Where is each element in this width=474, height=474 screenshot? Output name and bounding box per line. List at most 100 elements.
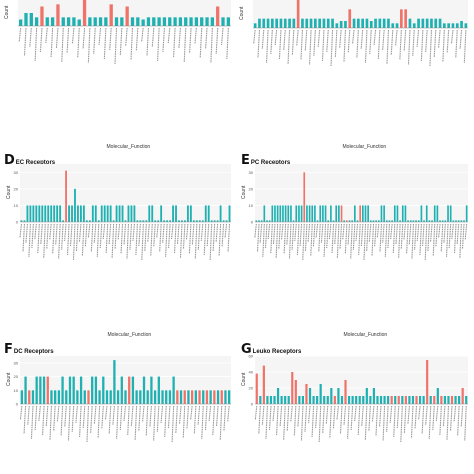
x-tick-label — [156, 223, 159, 239]
bar — [209, 390, 212, 404]
bar — [166, 220, 169, 222]
bar — [343, 220, 346, 222]
bar — [327, 220, 330, 222]
x-tick-label — [414, 405, 418, 430]
x-tick-label — [111, 223, 115, 259]
x-tick-label — [190, 405, 193, 421]
x-tick-label — [445, 223, 449, 258]
bar — [127, 205, 130, 222]
bar — [74, 188, 76, 222]
x-tick-label — [46, 223, 49, 250]
x-tick-label — [369, 29, 372, 55]
bar — [61, 17, 65, 26]
x-tick-label — [428, 405, 432, 440]
bar — [283, 18, 287, 28]
bar — [291, 372, 294, 404]
x-tick-label — [296, 223, 300, 256]
bar — [130, 205, 133, 222]
bar — [298, 396, 301, 404]
y-tick-label: 0 — [16, 220, 19, 225]
x-tick-label — [60, 405, 64, 437]
panel-d: DEC Receptors 0 10 20 30 Count Molecular_Funct… — [0, 150, 237, 340]
x-tick-label — [40, 223, 43, 245]
x-tick-label — [183, 27, 187, 63]
bar — [348, 220, 351, 222]
panel-name: DC Receptors — [13, 349, 54, 355]
x-tick-label — [215, 223, 219, 243]
bar — [292, 18, 296, 28]
bar — [260, 220, 263, 222]
panel-a: Count Molecular_Function — [0, 0, 237, 150]
bar — [271, 205, 274, 222]
bar — [417, 18, 420, 28]
x-tick-label — [304, 223, 308, 252]
panel-e: EPC Receptors 0 10 20 30 Count Molecular_Funct… — [237, 150, 474, 340]
bar — [91, 205, 94, 222]
x-tick-label — [18, 27, 22, 43]
bar — [112, 220, 115, 222]
bar — [423, 220, 425, 222]
x-tick-label — [437, 223, 441, 239]
x-tick-label — [212, 223, 216, 252]
x-tick-label — [197, 405, 201, 426]
x-tick-label — [326, 223, 329, 249]
x-tick-label — [331, 223, 335, 254]
x-tick-label — [286, 223, 289, 246]
bar — [430, 18, 433, 28]
x-tick-label — [135, 27, 139, 52]
bar — [162, 17, 167, 26]
bar — [189, 205, 192, 222]
bar — [157, 17, 161, 26]
bar — [351, 396, 354, 404]
x-tick-label — [424, 223, 428, 261]
x-tick-label — [411, 223, 414, 260]
bar — [426, 360, 429, 404]
bar — [154, 220, 157, 222]
bar — [202, 390, 205, 404]
x-tick-label — [464, 405, 467, 442]
bar — [324, 205, 327, 222]
x-tick-label — [463, 29, 467, 64]
bar — [401, 396, 404, 404]
x-tick-label — [75, 223, 79, 252]
x-tick-label — [52, 223, 55, 255]
x-tick-label — [416, 223, 420, 242]
x-tick-label — [328, 223, 332, 240]
bar — [76, 390, 79, 404]
bar — [77, 205, 79, 222]
x-tick-label — [376, 223, 380, 239]
x-tick-label — [440, 223, 444, 253]
bar — [377, 220, 380, 222]
bar — [305, 18, 309, 28]
x-tick-label — [432, 405, 435, 431]
bar — [421, 18, 425, 28]
x-tick-label — [147, 223, 150, 243]
bar — [417, 220, 420, 222]
bar — [94, 376, 98, 404]
x-tick-label — [116, 405, 119, 440]
x-tick-label — [268, 405, 272, 431]
x-tick-label — [461, 223, 465, 250]
panel-letter: F — [4, 342, 13, 357]
x-tick-label — [61, 223, 64, 251]
x-tick-label — [344, 223, 348, 255]
x-tick-label — [321, 29, 325, 62]
panel-name: PC Receptors — [250, 160, 291, 166]
bar — [178, 220, 180, 222]
bar — [266, 396, 269, 404]
x-tick-label — [167, 27, 171, 44]
x-tick-label — [39, 27, 43, 53]
bar — [408, 396, 411, 404]
x-tick-label — [78, 223, 82, 243]
bar — [26, 205, 29, 222]
bar — [258, 220, 260, 222]
bar — [207, 205, 210, 222]
bar — [79, 376, 83, 404]
x-tick-label — [146, 27, 150, 57]
bar — [404, 396, 407, 404]
bar — [65, 170, 67, 222]
bar — [404, 205, 407, 222]
x-tick-label — [352, 29, 355, 45]
x-tick-label — [459, 223, 462, 259]
